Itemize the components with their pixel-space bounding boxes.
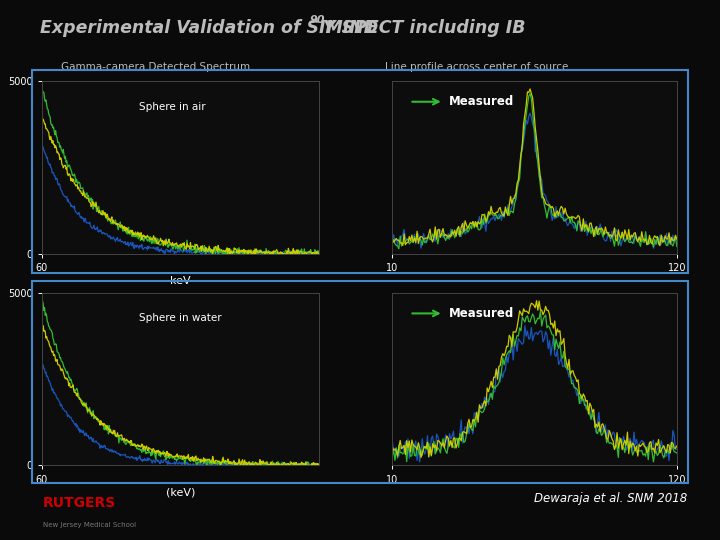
Text: Sphere in water: Sphere in water (139, 313, 222, 323)
Text: New Jersey Medical School: New Jersey Medical School (43, 522, 136, 528)
Text: 90: 90 (310, 15, 325, 25)
X-axis label: (keV): (keV) (166, 487, 195, 497)
Text: Y SPECT including IB: Y SPECT including IB (323, 19, 525, 37)
Text: RUTGERS: RUTGERS (43, 496, 117, 510)
Text: Dewaraja et al. SNM 2018: Dewaraja et al. SNM 2018 (534, 492, 688, 505)
Text: Sphere in air: Sphere in air (139, 102, 205, 112)
Text: Experimental Validation of SIMIND: Experimental Validation of SIMIND (40, 19, 384, 37)
Text: Gamma-camera Detected Spectrum: Gamma-camera Detected Spectrum (61, 62, 251, 72)
Text: Measured: Measured (449, 95, 515, 108)
Text: Line profile across center of source: Line profile across center of source (385, 62, 569, 72)
Text: Measured: Measured (449, 307, 515, 320)
X-axis label: keV: keV (170, 275, 191, 286)
